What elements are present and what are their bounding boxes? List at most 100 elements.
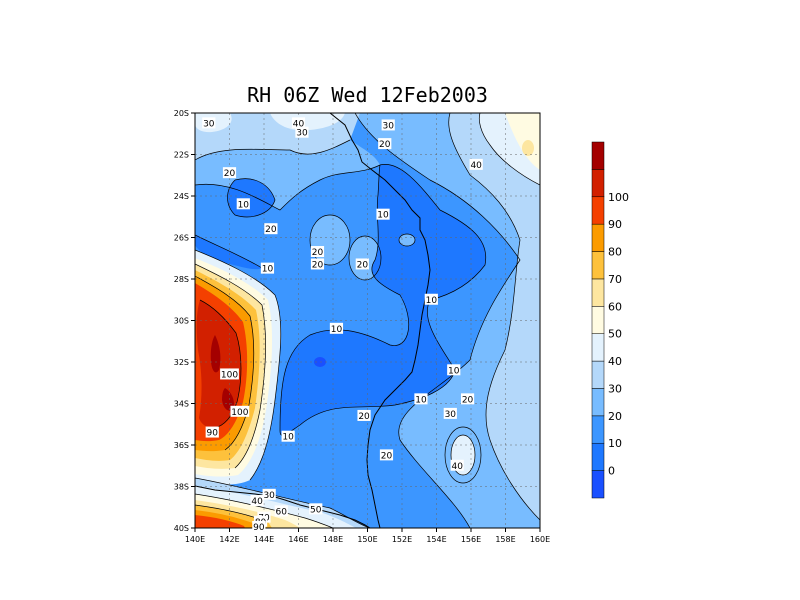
contour-label-bg	[260, 262, 275, 274]
colorbar-swatch	[591, 306, 605, 334]
colorbar-swatch	[591, 442, 605, 471]
colorbar-swatch	[591, 169, 605, 198]
contour-label-bg	[291, 117, 306, 129]
x-tick-label: 146E	[288, 535, 308, 544]
contour-label: 40	[451, 462, 463, 472]
y-tick-label: 24S	[174, 192, 189, 201]
contour-label-bg	[424, 293, 438, 305]
y-tick-label: 38S	[174, 483, 189, 492]
y-tick-label: 34S	[174, 400, 189, 409]
contour-label: 20	[265, 225, 277, 235]
colorbar-label: 50	[608, 328, 622, 341]
colorbar-label: 90	[608, 218, 622, 231]
colorbar-swatch	[591, 388, 605, 417]
contour-label-bg	[378, 138, 392, 150]
coastline	[329, 113, 431, 528]
rh-band-50-60-ne	[505, 113, 540, 170]
colorbar-label: 10	[608, 437, 622, 450]
contour-label: 40	[470, 161, 482, 171]
rh-spot-20-30-inside	[399, 234, 415, 246]
contour-label-bg	[329, 322, 344, 334]
colorbar-label: 0	[608, 465, 615, 478]
x-tick-label: 150E	[357, 535, 377, 544]
contour-label-bg	[274, 505, 288, 517]
contour-label: 60	[276, 507, 288, 517]
y-tick-label: 36S	[174, 441, 189, 450]
axis-ticks: 140E 142E 144E 146E 148E 150E 152E 154E 156E 158E…	[174, 109, 550, 544]
contour-label: 20	[312, 260, 324, 270]
contour-label-bg	[447, 364, 461, 376]
colorbar-label: 40	[608, 355, 622, 368]
contour-label: 40	[251, 497, 263, 507]
x-tick-label: 148E	[323, 535, 343, 544]
contour-label-bg	[450, 459, 464, 471]
rh-band-0-10-west2	[195, 235, 262, 270]
rh-band-40-50-north-2	[270, 113, 345, 131]
coastline-south	[195, 485, 371, 528]
contour-label-bg	[281, 430, 295, 442]
contour-label: 10	[448, 366, 460, 376]
contour-label-bg	[414, 393, 428, 405]
contour-label: 50	[310, 505, 322, 515]
contour-label-bg	[264, 223, 278, 235]
y-tick-label: 40S	[174, 524, 189, 533]
contour-label-bg	[252, 520, 266, 532]
gridlines	[195, 113, 540, 528]
contour-label: 10	[377, 211, 389, 221]
y-tick-label: 26S	[174, 234, 189, 243]
y-tick-label: 22S	[174, 151, 189, 160]
contour-label-bg	[357, 409, 371, 421]
contour-label: 20	[462, 395, 474, 405]
contour-label: 20	[312, 248, 324, 258]
y-tick-label: 20S	[174, 109, 189, 118]
contour-label: 90	[253, 523, 265, 533]
contour-label: 20	[379, 140, 391, 150]
contour-label: 10	[238, 200, 250, 210]
colorbar-label: 20	[608, 410, 622, 423]
contour-label: 30	[263, 491, 275, 501]
contour-label-bg	[230, 405, 250, 417]
colorbar-swatch	[591, 360, 605, 389]
contour-label-bg	[202, 117, 216, 129]
contour-label: 10	[262, 265, 274, 275]
contour-label-bg	[220, 368, 239, 380]
x-tick-label: 160E	[530, 535, 550, 544]
contour-label-bg	[469, 158, 483, 170]
contour-label-bg	[381, 119, 395, 131]
rh-band-max-west	[210, 335, 221, 373]
contour-label-bg	[309, 503, 323, 515]
contour-label-bg	[376, 208, 390, 220]
x-tick-label: 156E	[461, 535, 481, 544]
contour-label-bg	[205, 426, 219, 438]
rh-band-20-30-north	[195, 140, 380, 210]
colorbar: 0 10 20 30 40 50 60 70 80 90 100	[591, 141, 629, 499]
contour-label: 30	[382, 121, 394, 131]
colorbar-swatch	[591, 333, 605, 362]
colorbar-label: 70	[608, 273, 622, 286]
contour-label: 10	[331, 325, 343, 335]
rh-band-0-10-core	[280, 164, 486, 436]
contour-label-bg	[295, 126, 309, 138]
colorbar-swatch	[591, 141, 605, 170]
rh-band-30-40-east	[448, 113, 540, 520]
rh-band-60-70-ne-spot	[522, 140, 534, 156]
contour-label-bg	[262, 488, 276, 500]
contour-label-bg	[460, 393, 475, 405]
colorbar-label: 80	[608, 246, 622, 259]
y-tick-label: 30S	[174, 317, 189, 326]
contour-label: 20	[224, 169, 236, 179]
contour-label-bg	[379, 449, 394, 461]
colorbar-swatch	[591, 470, 605, 499]
colorbar-label: 60	[608, 300, 622, 313]
x-tick-label: 152E	[392, 535, 412, 544]
contour-label-bg	[310, 246, 325, 258]
colorbar-swatch	[591, 278, 605, 307]
contour-label: 10	[282, 433, 294, 443]
contour-label: 10	[415, 395, 427, 405]
contour-label-bg	[236, 198, 250, 210]
rh-filled-field	[195, 113, 540, 528]
rh-band-90-100-south	[195, 515, 245, 528]
colorbar-swatch	[591, 223, 605, 252]
